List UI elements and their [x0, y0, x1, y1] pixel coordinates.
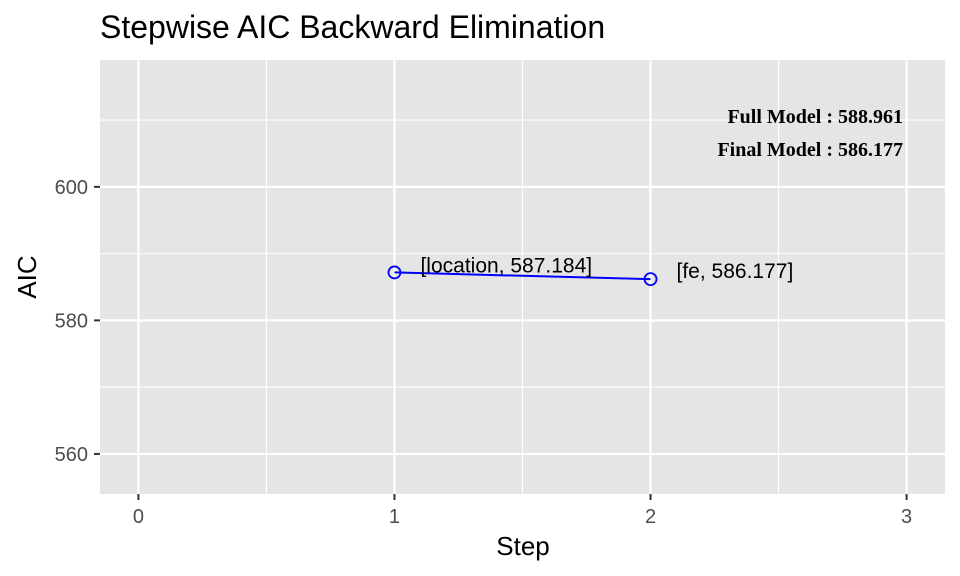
tick-labels: 0 1 2 3 560 580 600 — [55, 177, 913, 528]
series-layer — [387, 265, 658, 287]
x-tick-label: 3 — [901, 506, 912, 528]
major-gridlines — [100, 60, 945, 494]
x-tick-label: 1 — [389, 506, 400, 528]
aic-series-line — [394, 271, 651, 281]
point-labels: [location, 587.184] [fe, 586.177] — [420, 254, 793, 283]
full-model-annotation: Full Model : 588.961 — [727, 106, 903, 128]
y-axis-title: AIC — [12, 255, 42, 298]
axis-ticks — [94, 185, 908, 500]
final-model-annotation: Final Model : 586.177 — [717, 139, 903, 161]
x-tick-label: 0 — [133, 506, 144, 528]
data-point-label: [location, 587.184] — [420, 254, 592, 277]
aic-data-point — [387, 265, 402, 280]
data-point-label: [fe, 586.177] — [677, 260, 794, 283]
aic-data-point — [643, 272, 658, 287]
y-tick-label: 560 — [55, 444, 88, 466]
y-tick-label: 580 — [55, 310, 88, 332]
x-axis-title: Step — [496, 531, 550, 561]
chart-title: Stepwise AIC Backward Elimination — [100, 9, 605, 45]
y-tick-label: 600 — [55, 177, 88, 199]
minor-gridlines — [100, 60, 945, 494]
x-tick-label: 2 — [645, 506, 656, 528]
